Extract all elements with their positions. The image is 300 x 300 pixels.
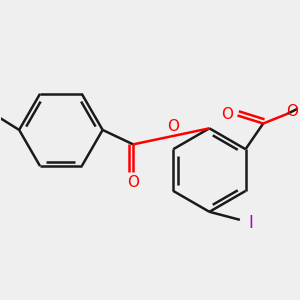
Text: O: O xyxy=(167,119,179,134)
Text: O: O xyxy=(286,104,298,119)
Text: O: O xyxy=(127,176,139,190)
Text: I: I xyxy=(248,214,253,232)
Text: O: O xyxy=(221,107,233,122)
